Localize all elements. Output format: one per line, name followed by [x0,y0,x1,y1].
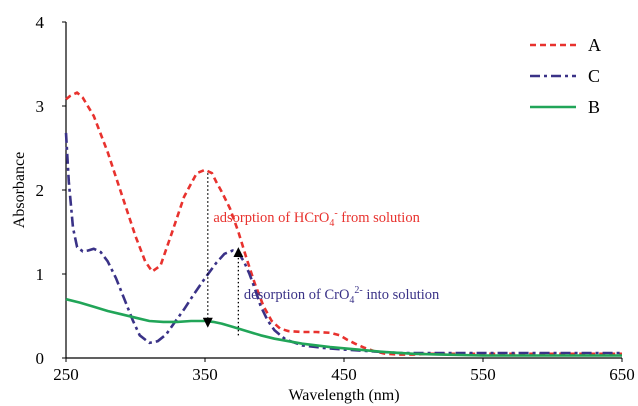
annotation-text-end: into solution [363,287,440,303]
y-tick-label: 1 [36,265,45,284]
legend-label-B: B [588,97,600,117]
legend-label-C: C [588,66,600,86]
y-axis-title: Absorbance [11,152,28,228]
y-tick-label: 2 [36,181,45,200]
y-tick-label: 0 [36,349,45,368]
x-tick-label: 350 [192,365,218,384]
y-tick-label: 4 [36,13,45,32]
annotation-text: desorption of CrO [244,287,350,303]
annotation-label: adsorption of HCrO4- from solution [213,208,420,229]
annotation-label: desorption of CrO42- into solution [244,285,440,306]
x-tick-label: 450 [331,365,357,384]
annotation-subscript: 4 [349,295,354,306]
annotation-superscript: 2- [354,285,362,296]
x-tick-label: 550 [470,365,496,384]
annotation-superscript: - [334,208,337,219]
annotation-subscript: 4 [329,218,334,229]
annotation-text: adsorption of HCrO [213,210,329,226]
legend: ACB [530,35,601,117]
x-axis-title: Wavelength (nm) [288,387,399,404]
annotations: adsorption of HCrO4- from solutiondesorp… [202,173,440,336]
series-layer [64,91,622,357]
annotation-text-end: from solution [338,210,421,226]
series-line-C [64,132,622,355]
series-line-A [65,91,622,356]
x-tick-label: 250 [53,365,79,384]
x-tick-label: 650 [609,365,635,384]
legend-label-A: A [588,35,601,55]
y-tick-label: 3 [36,97,45,116]
axes: 250 350 450 550 650 0 1 2 3 4 Wavelength (nm) Absor… [11,13,635,404]
series-line-B [65,297,622,357]
